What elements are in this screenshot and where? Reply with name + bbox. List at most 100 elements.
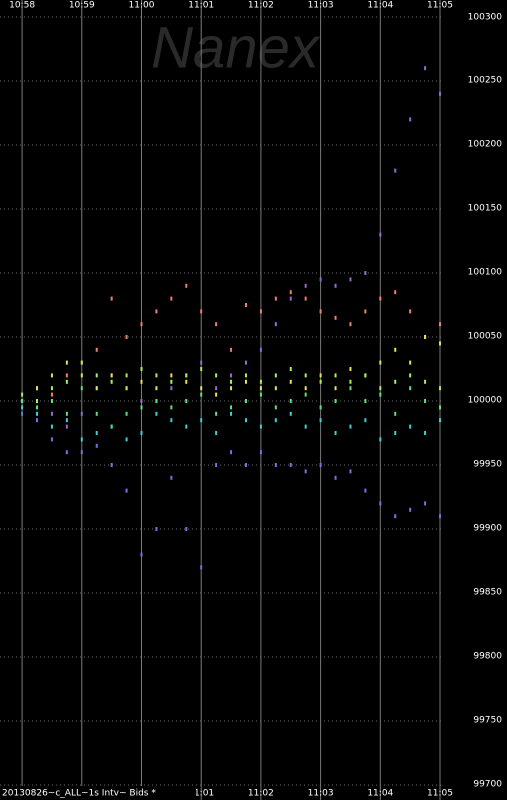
dot: [185, 283, 188, 288]
dot: [364, 309, 367, 314]
dot: [244, 360, 247, 365]
dot: [364, 271, 367, 275]
dot: [364, 373, 367, 378]
dot: [289, 399, 292, 403]
x-tick-label: 10:59: [69, 1, 95, 11]
dot: [409, 507, 412, 512]
dot: [110, 373, 113, 378]
dot: [349, 277, 352, 282]
x-tick-label: 11:02: [248, 1, 274, 11]
x-tick-label: 11:04: [367, 1, 393, 11]
dot: [439, 418, 442, 423]
y-tick-label: 99700: [473, 780, 502, 790]
footnote: 20130826~c_ALL~1s Intv~ Bids *: [2, 789, 156, 799]
dot: [50, 399, 53, 403]
dot: [170, 418, 173, 423]
dot: [244, 373, 247, 378]
dot: [140, 367, 143, 371]
dot: [379, 501, 382, 506]
dot: [394, 411, 397, 416]
dot: [304, 386, 307, 391]
dot: [289, 379, 292, 384]
dot: [244, 463, 247, 467]
y-tick-label: 100300: [468, 13, 503, 23]
dot: [230, 411, 233, 416]
dot: [349, 424, 352, 429]
dot: [50, 437, 53, 442]
dot: [125, 373, 128, 378]
dot: [409, 424, 412, 429]
dot: [349, 386, 352, 391]
dot: [244, 399, 247, 403]
dot: [334, 386, 337, 391]
x-tick-label: 11:00: [129, 1, 155, 11]
dot: [244, 303, 247, 307]
dot: [95, 347, 98, 352]
dot: [379, 232, 382, 237]
dot: [244, 379, 247, 384]
dot: [394, 431, 397, 435]
y-tick-label: 100150: [468, 204, 503, 214]
dot: [140, 379, 143, 384]
dot: [36, 418, 39, 423]
dot: [36, 411, 39, 416]
dot: [21, 405, 24, 410]
dot: [349, 322, 352, 327]
dot: [230, 347, 233, 352]
dot: [379, 296, 382, 301]
dot: [140, 552, 143, 557]
dot: [200, 360, 203, 365]
dot: [80, 386, 83, 391]
dot: [259, 424, 262, 429]
dot: [394, 347, 397, 352]
dot: [230, 386, 233, 391]
dot: [140, 431, 143, 435]
dot: [50, 386, 53, 391]
dot: [95, 373, 98, 378]
dot: [409, 373, 412, 378]
dot: [155, 386, 158, 391]
dot: [334, 373, 337, 378]
y-tick-label: 100100: [468, 268, 503, 278]
dot: [349, 379, 352, 384]
dot: [394, 168, 397, 173]
dot: [379, 386, 382, 391]
y-tick-label: 100250: [468, 76, 503, 86]
dot: [274, 322, 277, 327]
dot: [200, 565, 203, 570]
dot: [304, 373, 307, 378]
dot: [304, 424, 307, 429]
dot: [80, 411, 83, 416]
dot: [125, 437, 128, 442]
dot: [170, 373, 173, 378]
dot: [304, 469, 307, 474]
x-tick-label: 11:01: [188, 789, 214, 799]
dot: [334, 431, 337, 435]
dot: [140, 399, 143, 403]
dot: [364, 418, 367, 423]
dot: [439, 322, 442, 327]
dot: [274, 386, 277, 391]
y-tick-label: 100000: [468, 396, 503, 406]
dot: [319, 277, 322, 282]
dot: [95, 431, 98, 435]
y-tick-label: 100050: [468, 332, 503, 342]
dot: [409, 386, 412, 391]
x-tick-label: 11:05: [427, 1, 453, 11]
dot: [304, 296, 307, 301]
y-tick-label: 99750: [473, 716, 502, 726]
dot: [394, 290, 397, 295]
dot: [289, 411, 292, 416]
dot: [155, 527, 158, 531]
dot: [319, 309, 322, 314]
dot: [155, 399, 158, 403]
dot: [439, 341, 442, 346]
dot: [65, 373, 68, 378]
dot: [215, 386, 218, 391]
dot: [409, 117, 412, 122]
dot: [319, 379, 322, 384]
dot: [424, 431, 427, 435]
dot: [349, 367, 352, 371]
dot: [36, 399, 39, 403]
dot: [394, 514, 397, 519]
